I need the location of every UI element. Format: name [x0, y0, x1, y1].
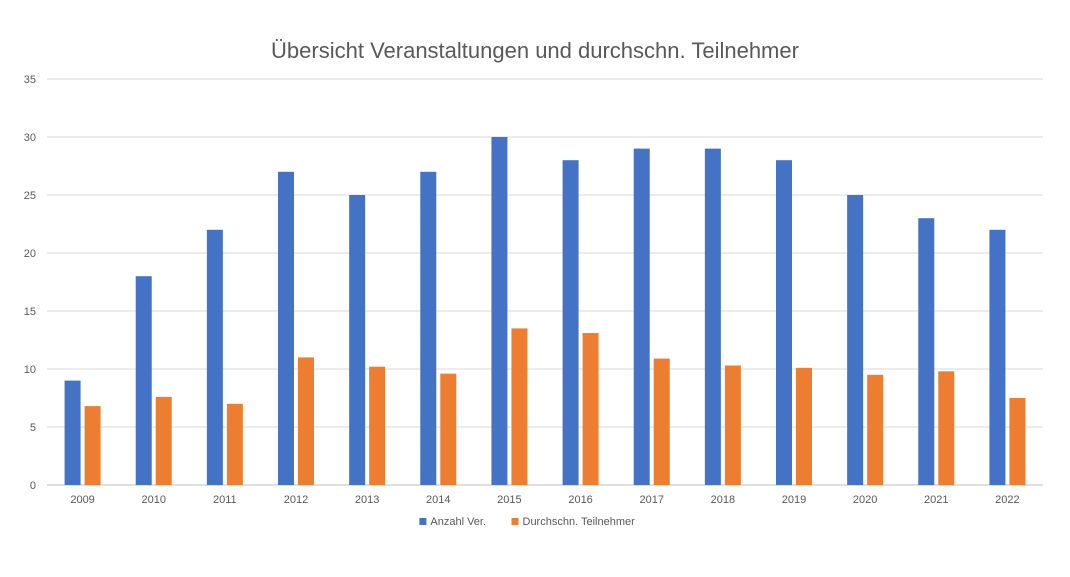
x-tick-label: 2009 [70, 494, 94, 506]
chart-title: Übersicht Veranstaltungen und durchschn.… [271, 38, 799, 63]
bar-durchschn-teilnehmer [226, 403, 243, 485]
bar-anzahl-ver [278, 171, 294, 486]
bar-durchschn-teilnehmer [440, 373, 457, 485]
x-tick-label: 2017 [639, 494, 663, 506]
bar-durchschn-teilnehmer [724, 365, 741, 485]
y-tick-label: 20 [24, 248, 36, 260]
x-tick-label: 2013 [355, 494, 379, 506]
y-tick-label: 10 [24, 364, 36, 376]
bar-durchschn-teilnehmer [369, 366, 386, 485]
y-tick-label: 30 [24, 132, 36, 144]
x-tick-label: 2015 [497, 494, 521, 506]
x-tick-label: 2016 [568, 494, 592, 506]
bar-durchschn-teilnehmer [511, 328, 528, 485]
bar-anzahl-ver [989, 229, 1006, 485]
x-tick-label: 2019 [782, 494, 806, 506]
bar-anzahl-ver [491, 137, 508, 485]
y-tick-label: 25 [24, 190, 36, 202]
x-tick-label: 2012 [284, 494, 308, 506]
bar-durchschn-teilnehmer [298, 357, 314, 485]
bar-anzahl-ver [64, 380, 81, 485]
bar-anzahl-ver [704, 148, 721, 485]
bar-durchschn-teilnehmer [84, 406, 101, 485]
x-tick-label: 2020 [853, 494, 877, 506]
x-tick-label: 2010 [141, 494, 165, 506]
bar-durchschn-teilnehmer [582, 333, 599, 485]
y-tick-label: 15 [24, 306, 36, 318]
x-tick-label: 2022 [995, 494, 1019, 506]
bar-durchschn-teilnehmer [653, 358, 670, 485]
bar-anzahl-ver [420, 171, 437, 486]
x-tick-label: 2018 [711, 494, 735, 506]
bar-anzahl-ver [349, 195, 366, 485]
legend-swatch [511, 518, 519, 525]
y-tick-label: 35 [24, 74, 36, 86]
legend: Anzahl Ver. Durchschn. Teilnehmer [419, 516, 635, 528]
legend-swatch [419, 518, 427, 525]
bar-anzahl-ver [776, 160, 792, 485]
y-axis-tick-labels: 0 5 10 15 20 25 30 35 [24, 74, 36, 492]
x-tick-label: 2011 [213, 494, 237, 506]
x-axis-tick-labels: 2009 2010 2011 2012 2013 2014 2015 2016 2017 2018… [70, 494, 1019, 506]
bar-durchschn-teilnehmer [155, 396, 172, 485]
bar-durchschn-teilnehmer [867, 374, 884, 485]
legend-label: Durchschn. Teilnehmer [523, 516, 636, 528]
x-tick-label: 2014 [426, 494, 450, 506]
bar-durchschn-teilnehmer [1009, 398, 1026, 485]
legend-label: Anzahl Ver. [430, 516, 486, 528]
bar-durchschn-teilnehmer [938, 371, 955, 485]
bars [64, 137, 1026, 486]
bar-anzahl-ver [135, 276, 152, 485]
bar-durchschn-teilnehmer [796, 367, 812, 485]
bar-anzahl-ver [633, 148, 650, 485]
y-tick-label: 5 [30, 422, 36, 434]
y-tick-label: 0 [30, 480, 36, 492]
bar-anzahl-ver [918, 218, 935, 485]
bar-anzahl-ver [562, 160, 579, 485]
bar-anzahl-ver [847, 195, 864, 485]
gridlines [47, 78, 1043, 486]
x-tick-label: 2021 [924, 494, 948, 506]
bar-anzahl-ver [206, 229, 223, 485]
